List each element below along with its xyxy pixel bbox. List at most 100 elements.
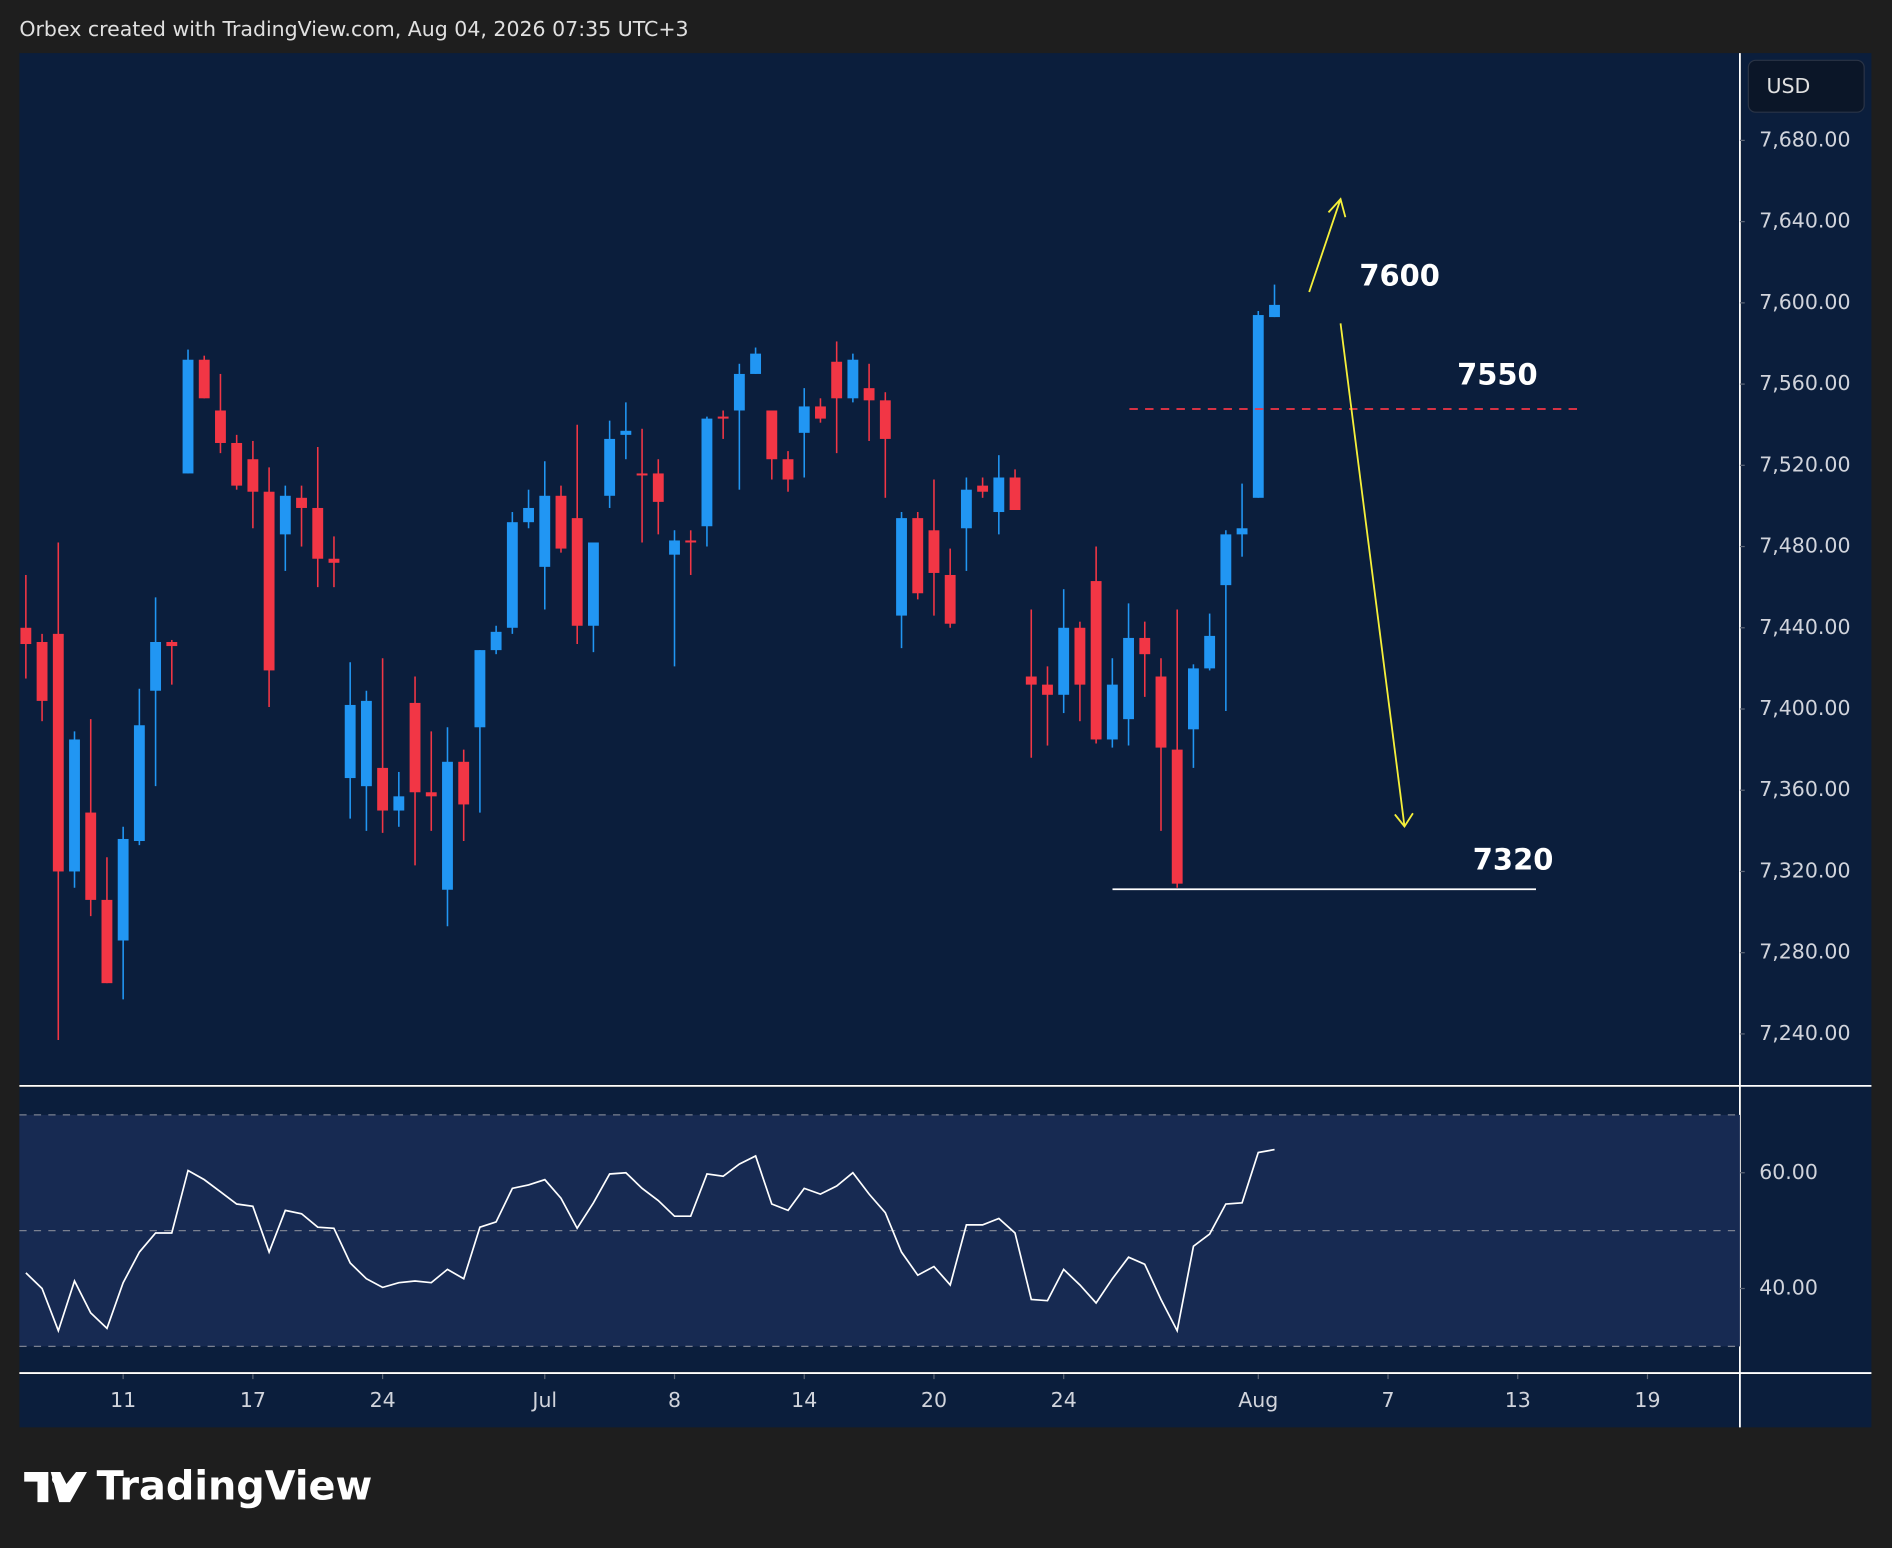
candle-body bbox=[636, 473, 648, 476]
logo-text: TradingView bbox=[97, 1463, 373, 1509]
candle-body bbox=[20, 627, 32, 645]
x-tick-label: 8 bbox=[668, 1388, 681, 1412]
candle-body bbox=[247, 459, 259, 492]
logo: TradingView bbox=[24, 1463, 372, 1509]
candle-body bbox=[701, 418, 713, 527]
x-tick-label: Aug bbox=[1238, 1388, 1278, 1412]
candle-body bbox=[555, 495, 567, 549]
y-tick-label: 7,320.00 bbox=[1759, 858, 1850, 882]
candle-body bbox=[442, 761, 453, 890]
candle-body bbox=[344, 704, 356, 779]
candle-body bbox=[912, 518, 924, 594]
candle-body bbox=[458, 761, 470, 805]
candle-body bbox=[604, 438, 616, 496]
candle-body bbox=[815, 406, 826, 419]
candle-body bbox=[506, 522, 518, 628]
candle-body bbox=[782, 459, 794, 480]
candle-body bbox=[150, 641, 162, 691]
time-axis bbox=[19, 1374, 1872, 1428]
candle-body bbox=[360, 700, 372, 787]
x-tick-label: 14 bbox=[791, 1388, 817, 1412]
candle-body bbox=[377, 767, 389, 811]
candle-body bbox=[717, 416, 729, 419]
candle-body bbox=[263, 491, 275, 671]
candle-body bbox=[928, 530, 940, 573]
candle-body bbox=[1236, 528, 1248, 535]
candle-body bbox=[490, 631, 502, 651]
candle-body bbox=[231, 442, 243, 486]
candle-body bbox=[474, 650, 486, 728]
x-tick-label: Jul bbox=[530, 1388, 557, 1412]
y-tick-label: 7,680.00 bbox=[1759, 127, 1850, 151]
candle-body bbox=[733, 373, 745, 411]
rsi-line bbox=[25, 1148, 1275, 1334]
y-tick-label: 40.00 bbox=[1759, 1276, 1818, 1300]
candle-body bbox=[847, 359, 859, 399]
candle-body bbox=[117, 838, 129, 941]
candle-body bbox=[1058, 627, 1070, 695]
candle-body bbox=[571, 518, 583, 626]
price-pane bbox=[19, 53, 1740, 1085]
candle-body bbox=[182, 359, 194, 474]
candle-body bbox=[215, 410, 226, 443]
candle-body bbox=[652, 473, 664, 502]
y-tick-label: 7,360.00 bbox=[1759, 777, 1850, 801]
x-tick-label: 19 bbox=[1634, 1388, 1660, 1412]
y-tick-label: 7,600.00 bbox=[1759, 290, 1850, 314]
x-tick-label: 17 bbox=[240, 1388, 266, 1412]
header: Orbex created with TradingView.com, Aug … bbox=[19, 17, 688, 41]
currency-button[interactable] bbox=[1747, 59, 1865, 113]
candle-body bbox=[1204, 635, 1216, 669]
y-tick-label: 7,560.00 bbox=[1759, 371, 1850, 395]
candle-body bbox=[750, 353, 762, 374]
candle-body bbox=[393, 796, 405, 811]
candle-body bbox=[1009, 477, 1021, 510]
price-axis bbox=[1741, 53, 1872, 1374]
candle-body bbox=[69, 739, 80, 872]
candle-body bbox=[669, 540, 680, 555]
y-tick-label: 7,440.00 bbox=[1759, 615, 1850, 639]
candle-body bbox=[863, 388, 875, 401]
candle-body bbox=[312, 507, 324, 559]
candle-body bbox=[1269, 304, 1280, 318]
candle-body bbox=[685, 540, 697, 543]
candle-body bbox=[166, 641, 178, 647]
candle-body bbox=[133, 725, 145, 842]
candle-body bbox=[523, 507, 534, 523]
candle-body bbox=[798, 406, 810, 433]
candle-body bbox=[620, 430, 632, 435]
candle-body bbox=[587, 542, 599, 626]
x-tick-label: 24 bbox=[1051, 1388, 1077, 1412]
logo-mark bbox=[24, 1471, 87, 1503]
candle-body bbox=[831, 361, 843, 399]
price-annotation: 7550 bbox=[1457, 357, 1538, 391]
candle-body bbox=[1139, 637, 1151, 655]
candle-body bbox=[328, 558, 340, 563]
candle-body bbox=[1220, 534, 1232, 586]
y-tick-label: 7,640.00 bbox=[1759, 209, 1850, 233]
candle-body bbox=[977, 485, 989, 492]
candle-body bbox=[1025, 676, 1037, 685]
arrow-up-head bbox=[1327, 197, 1347, 218]
x-tick-label: 7 bbox=[1381, 1388, 1394, 1412]
candle-body bbox=[993, 477, 1005, 513]
candle-body bbox=[1090, 581, 1102, 740]
y-tick-label: 7,520.00 bbox=[1759, 452, 1850, 476]
candle-body bbox=[101, 899, 113, 984]
candle-body bbox=[944, 574, 956, 624]
candle-body bbox=[1123, 637, 1134, 720]
y-tick-label: 7,480.00 bbox=[1759, 534, 1850, 558]
y-tick-label: 7,240.00 bbox=[1759, 1021, 1850, 1045]
y-tick-label: 7,280.00 bbox=[1759, 940, 1850, 964]
candle-body bbox=[409, 702, 421, 793]
candle-body bbox=[296, 497, 307, 508]
x-tick-label: 13 bbox=[1505, 1388, 1531, 1412]
price-annotation: 7600 bbox=[1359, 259, 1440, 293]
candle-body bbox=[1171, 749, 1183, 884]
x-tick-label: 11 bbox=[110, 1388, 136, 1412]
candle-body bbox=[1155, 676, 1167, 748]
candle-body bbox=[1252, 315, 1264, 498]
candle-body bbox=[52, 633, 64, 872]
